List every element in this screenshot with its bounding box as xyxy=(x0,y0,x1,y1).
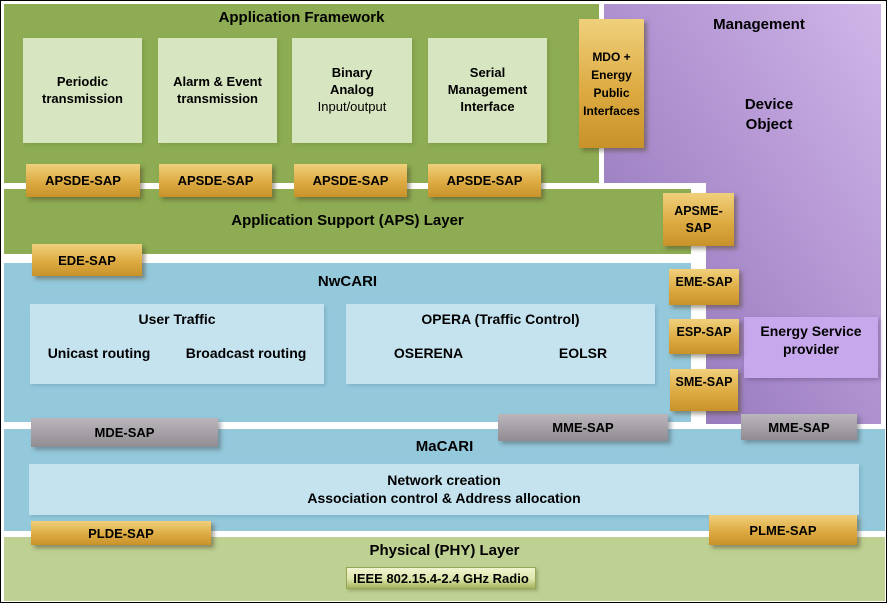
apsde-sap-box-3: APSDE-SAP xyxy=(294,164,407,197)
energy-service-provider-box: Energy Service provider xyxy=(744,317,878,378)
device-object-label: Device Object xyxy=(744,96,794,133)
mde-sap-box: MDE-SAP xyxy=(31,418,218,447)
mme-sap-box-middle: MME-SAP xyxy=(498,414,668,441)
energy-service-provider-label: Energy Service provider xyxy=(760,323,862,357)
mdo-energy-interfaces-box: MDO + Energy Public Interfaces xyxy=(579,19,644,148)
opera-traffic-control-box: OPERA (Traffic Control) OSERENA EOLSR xyxy=(346,304,655,384)
macari-title: MaCARI xyxy=(415,438,474,455)
phy-layer-title: Physical (PHY) Layer xyxy=(369,542,520,559)
app-box-alarm-event-transmission: Alarm & Event transmission xyxy=(158,38,277,143)
ede-sap-box: EDE-SAP xyxy=(32,244,142,276)
apsde-sap-box-4: APSDE-SAP xyxy=(428,164,541,197)
apsme-sap-label: APSME- SAP xyxy=(674,203,723,235)
ieee-radio-badge: IEEE 802.15.4-2.4 GHz Radio xyxy=(346,567,536,589)
management-title: Management xyxy=(713,16,805,33)
app-box-binary-analog-io: Binary Analog Input/output xyxy=(292,38,412,143)
app-box-label: Serial Management Interface xyxy=(447,65,528,114)
apsme-sap-box: APSME- SAP xyxy=(663,193,734,246)
sme-sap-box: SME-SAP xyxy=(670,369,738,411)
mme-sap-box-right: MME-SAP xyxy=(741,414,857,440)
user-traffic-title: User Traffic xyxy=(138,311,216,327)
oserena-label: OSERENA xyxy=(393,344,464,361)
user-traffic-box: User Traffic Unicast routing Broadcast r… xyxy=(30,304,324,384)
plme-sap-box: PLME-SAP xyxy=(709,515,857,545)
aps-layer-title: Application Support (APS) Layer xyxy=(231,212,464,229)
opera-title: OPERA (Traffic Control) xyxy=(421,311,580,327)
app-box-serial-management-interface: Serial Management Interface xyxy=(428,38,547,143)
unicast-routing-label: Unicast routing xyxy=(47,344,151,361)
network-creation-box: Network creation Association control & A… xyxy=(29,464,859,515)
eme-sap-box: EME-SAP xyxy=(669,269,739,305)
app-box-label: Alarm & Event transmission xyxy=(173,73,262,106)
aps-layer-band xyxy=(4,189,691,254)
app-box-periodic-transmission: Periodic transmission xyxy=(23,38,142,143)
mdo-energy-interfaces-label: MDO + Energy Public Interfaces xyxy=(583,49,640,118)
broadcast-routing-label: Broadcast routing xyxy=(185,344,307,361)
network-creation-label: Network creation Association control & A… xyxy=(307,472,581,506)
esp-sap-box: ESP-SAP xyxy=(669,319,739,354)
eolsr-label: EOLSR xyxy=(558,344,608,361)
app-box-label: Binary Analog xyxy=(329,65,375,98)
application-framework-title: Application Framework xyxy=(218,9,385,26)
nwcari-title: NwCARI xyxy=(317,273,378,290)
app-box-label: Periodic transmission xyxy=(42,73,123,106)
apsde-sap-box-1: APSDE-SAP xyxy=(26,164,140,197)
plde-sap-box: PLDE-SAP xyxy=(31,521,211,545)
apsde-sap-box-2: APSDE-SAP xyxy=(159,164,272,197)
app-box-sublabel: Input/output xyxy=(317,98,387,114)
